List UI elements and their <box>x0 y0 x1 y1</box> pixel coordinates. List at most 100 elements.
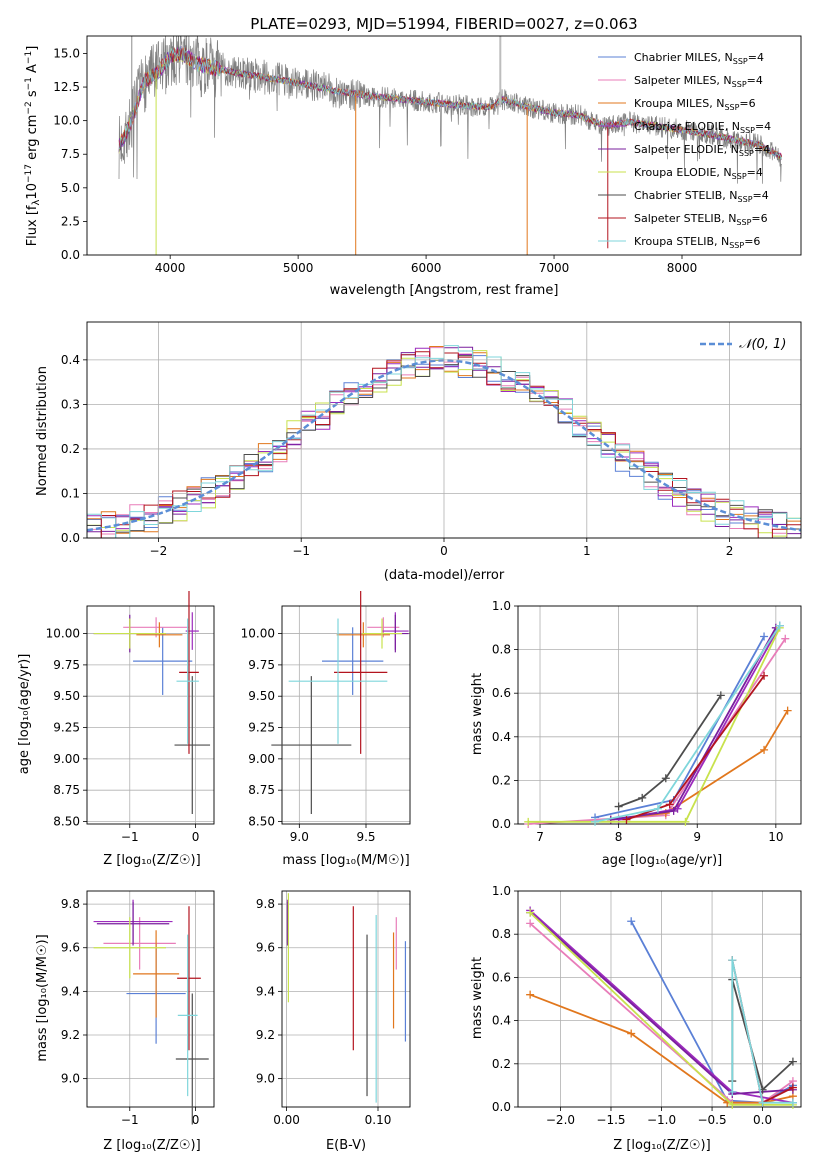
x-tick-label: 7 <box>536 830 544 844</box>
y-tick-label: 9.2 <box>256 1028 275 1042</box>
x-tick-label: 8 <box>615 830 623 844</box>
x-tick-label: 10 <box>768 830 783 844</box>
ylabel-part: 10 <box>25 183 40 200</box>
ylabel-part: A <box>25 64 40 77</box>
weight-marker <box>526 990 535 999</box>
legend-label: Chabrier STELIB, NSSP=4 <box>634 189 769 204</box>
residuals-plot-area: −2 −1 0 1 2 0.0 0.1 0.2 0.3 0.4 <box>61 321 802 558</box>
x-tick-label: −1 <box>121 830 139 844</box>
y-tick-label: 0.4 <box>492 1014 511 1028</box>
legend-label: Kroupa MILES, NSSP=6 <box>634 97 756 112</box>
x-tick-label: 9.5 <box>356 830 375 844</box>
legend-sub: SSP <box>732 172 747 181</box>
legend-value: =6 <box>744 235 760 248</box>
error-bars <box>286 893 407 1103</box>
age-vs-mass-panel: mass [log₁₀(M/M☉)] 9.0 9.5 8.50 8.75 9.00 9.2… <box>241 590 411 868</box>
x-tick-label: −2 <box>150 544 168 558</box>
axes: 0.00 0.10 9.0 9.2 9.4 9.6 9.8 <box>256 890 411 1127</box>
legend-model: Chabrier MILES, N <box>634 51 733 64</box>
y-tick-label: 10.00 <box>241 627 275 641</box>
axes-frame <box>517 605 802 825</box>
spectrum-title: PLATE=0293, MJD=51994, FIBERID=0027, z=0… <box>250 15 637 33</box>
legend-sub: SSP <box>724 103 739 112</box>
axes-frame <box>281 890 411 1108</box>
model-spectrum <box>118 47 782 160</box>
weight-marker <box>614 802 623 811</box>
legend-model: Chabrier ELODIE, N <box>634 120 740 133</box>
y-tick-label: 0.6 <box>492 686 511 700</box>
x-tick-label: 0 <box>440 544 448 558</box>
weight-line <box>618 625 781 821</box>
age-vs-metallicity-panel: Z [log₁₀(Z/Z☉)] age [log₁₀(age/yr)] −1 0 8… <box>17 590 215 868</box>
weight-line <box>610 627 777 821</box>
legend-model: Salpeter ELODIE, N <box>634 143 739 156</box>
weight-marker <box>728 956 737 965</box>
legend-model: Chabrier STELIB, N <box>634 189 738 202</box>
age-mass-xlabel: mass [log₁₀(M/M☉)] <box>282 853 409 868</box>
y-tick-label: 9.25 <box>53 721 80 735</box>
residuals-legend: 𝒩(0, 1) <box>700 337 786 352</box>
legend-sub: SSP <box>729 241 744 250</box>
weight-marker <box>665 800 674 809</box>
weight-marker <box>627 917 636 926</box>
x-tick-label: 8000 <box>667 261 698 275</box>
legend-value: =6 <box>739 97 755 110</box>
weight-marker <box>622 815 631 824</box>
y-tick-label: 0.4 <box>61 353 80 367</box>
axes-frame <box>86 890 215 1108</box>
weight-marker <box>783 706 792 715</box>
x-tick-label: 9 <box>693 830 701 844</box>
y-tick-label: 0.0 <box>61 531 80 545</box>
ylabel-part: s <box>25 90 40 101</box>
x-tick-label: −1 <box>121 1113 139 1127</box>
x-tick-label: 0 <box>192 830 200 844</box>
mass-Z-xlabel: Z [log₁₀(Z/Z☉)] <box>103 1138 200 1153</box>
y-tick-label: 0.3 <box>61 397 80 411</box>
weight-marker <box>653 804 662 813</box>
y-tick-label: 10.0 <box>53 114 80 128</box>
weight-marker <box>760 671 769 680</box>
weight-line <box>528 627 781 823</box>
y-tick-label: 9.00 <box>53 752 80 766</box>
spectrum-curves <box>118 36 782 255</box>
axes: 9.0 9.5 8.50 8.75 9.00 9.25 9.50 9.75 10.00 <box>241 605 411 844</box>
y-tick-label: 0.1 <box>61 486 80 500</box>
axes-frame <box>86 605 215 825</box>
y-tick-label: 7.5 <box>61 147 80 161</box>
legend-label: Salpeter MILES, NSSP=4 <box>634 74 763 89</box>
y-tick-label: 0.0 <box>492 1100 511 1114</box>
spectrum-ylabel: Flux [fλ10−17 erg cm−2 s−1 A−1] <box>24 46 42 247</box>
legend-label: Salpeter ELODIE, NSSP=4 <box>634 143 770 158</box>
legend-sub: SSP <box>732 80 747 89</box>
y-tick-label: 9.8 <box>61 897 80 911</box>
y-tick-label: 9.6 <box>61 941 80 955</box>
axes: −1 0 8.50 8.75 9.00 9.25 9.50 9.75 10.00 <box>46 605 215 844</box>
axes: −1 0 9.0 9.2 9.4 9.6 9.8 <box>61 890 215 1127</box>
mass-vs-metallicity-panel: Z [log₁₀(Z/Z☉)] mass [log₁₀(M/M☉)] −1 0 9.… <box>35 890 215 1153</box>
y-tick-label: 9.75 <box>53 658 80 672</box>
weight-marker <box>758 1098 767 1107</box>
ylabel-sup: −1 <box>24 77 34 90</box>
ylabel-part: ] <box>25 46 40 51</box>
y-tick-label: 0.0 <box>492 817 511 831</box>
weight-marker <box>526 919 535 928</box>
weight-age-ylabel: mass weight <box>470 673 485 755</box>
x-tick-label: 1 <box>583 544 591 558</box>
weight-lines <box>526 906 797 1109</box>
mass-vs-ebv-panel: E(B-V) 0.00 0.10 9.0 9.2 9.4 9.6 9.8 <box>256 890 411 1153</box>
x-tick-label: −1 <box>292 544 310 558</box>
observed-spectrum <box>118 36 782 184</box>
axes-frame <box>86 35 802 256</box>
weight-marker <box>627 1029 636 1038</box>
y-tick-label: 9.6 <box>256 941 275 955</box>
ylabel-sup: −17 <box>24 164 34 183</box>
y-tick-label: 1.0 <box>492 599 511 613</box>
residuals-xlabel: (data-model)/error <box>384 568 505 583</box>
y-tick-label: 0.0 <box>61 248 80 262</box>
residuals-ylabel: Normed distribution <box>35 366 50 496</box>
y-tick-label: 0.2 <box>492 1057 511 1071</box>
residuals-panel: −2 −1 0 1 2 0.0 0.1 0.2 0.3 0.4 (data-model)/erro… <box>35 321 802 583</box>
y-tick-label: 2.5 <box>61 214 80 228</box>
legend-model: Kroupa MILES, N <box>634 97 724 110</box>
